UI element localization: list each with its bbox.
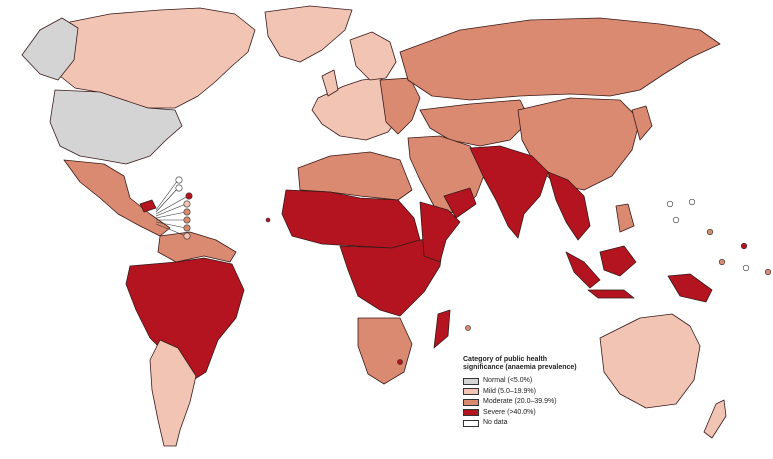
region-east-africa <box>419 201 461 263</box>
region-south-asia <box>469 145 549 239</box>
region-korea-japan <box>631 105 653 141</box>
region-southeast-asia <box>547 171 591 241</box>
legend-title: Category of public health significance (… <box>463 356 633 372</box>
region-yemen-oman <box>443 187 477 219</box>
region-java <box>587 289 635 299</box>
legend-item-severe: Severe (>40.0%) <box>463 408 633 418</box>
region-new-zealand <box>703 399 727 439</box>
legend-label-normal: Normal (<5.0%) <box>483 377 533 385</box>
legend-item-normal: Normal (<5.0%) <box>463 376 633 386</box>
region-canada <box>47 7 256 109</box>
legend-swatch-moderate <box>463 398 479 406</box>
region-northern-south-america <box>157 231 237 263</box>
region-scandinavia <box>349 31 397 81</box>
legend: Category of public health significance (… <box>463 356 633 429</box>
legend-swatch-severe <box>463 409 479 417</box>
legend-item-moderate: Moderate (20.0–39.9%) <box>463 397 633 407</box>
region-southern-cone <box>149 339 197 447</box>
region-uk <box>321 69 339 97</box>
region-mexico-central-america <box>63 159 171 237</box>
legend-title-line2: significance (anaemia prevalence) <box>463 364 577 372</box>
legend-item-no-data: No data <box>463 418 633 428</box>
region-new-guinea <box>667 273 713 303</box>
legend-label-no-data: No data <box>483 419 508 427</box>
region-madagascar <box>433 309 451 349</box>
legend-label-severe: Severe (>40.0%) <box>483 408 536 416</box>
pacific-island-markers <box>265 198 772 365</box>
legend-swatch-mild <box>463 388 479 396</box>
legend-item-mild: Mild (5.0–19.9%) <box>463 387 633 397</box>
region-greenland <box>264 5 353 63</box>
region-philippines <box>615 203 635 233</box>
legend-label-moderate: Moderate (20.0–39.9%) <box>483 398 557 406</box>
caribbean-island-markers <box>155 176 193 240</box>
region-russia <box>399 17 721 101</box>
region-central-africa <box>339 235 445 317</box>
legend-label-mild: Mild (5.0–19.9%) <box>483 387 536 395</box>
region-australia <box>599 313 701 409</box>
region-indonesia-west <box>565 251 601 289</box>
region-usa <box>49 89 183 165</box>
legend-swatch-no-data <box>463 419 479 427</box>
legend-title-line1: Category of public health <box>463 356 548 363</box>
region-caribbean-haiti <box>139 199 157 213</box>
region-brazil-andes <box>125 257 245 383</box>
region-central-asia <box>419 99 531 147</box>
region-alaska <box>21 17 79 81</box>
region-southern-africa <box>357 317 413 385</box>
region-borneo <box>599 245 637 277</box>
legend-swatch-normal <box>463 377 479 385</box>
